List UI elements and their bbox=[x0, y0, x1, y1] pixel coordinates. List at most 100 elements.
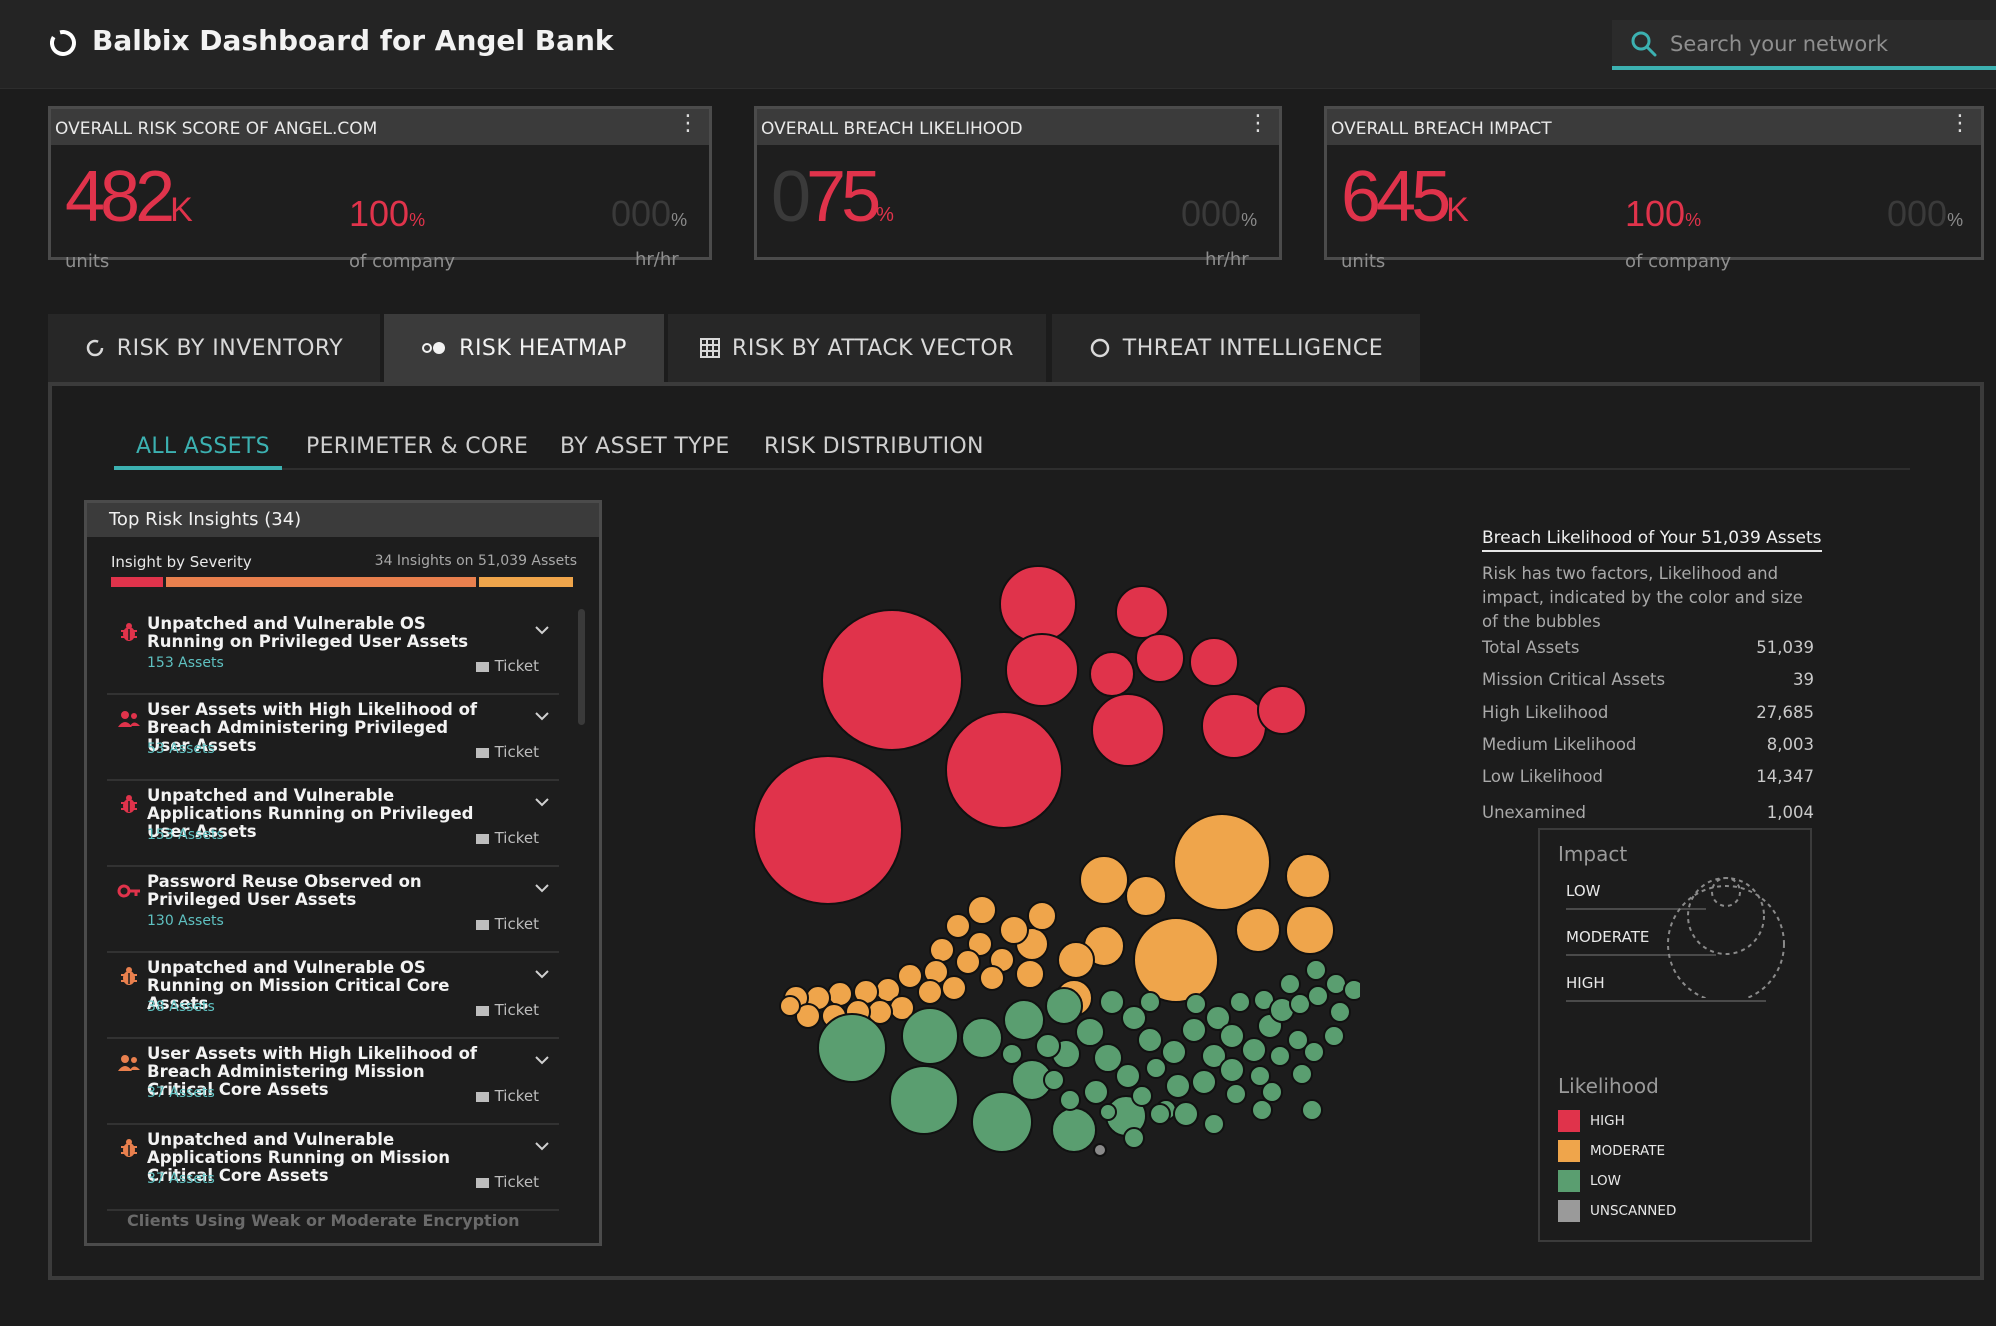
bubble-low[interactable] bbox=[1307, 985, 1329, 1007]
bubble-low[interactable] bbox=[1115, 1063, 1141, 1089]
bubble-low[interactable] bbox=[889, 1065, 959, 1135]
bubble-low[interactable] bbox=[961, 1017, 1003, 1059]
insight-item[interactable]: Password Reuse Observed on Privileged Us… bbox=[107, 867, 559, 953]
subtab-perimeter-core[interactable]: PERIMETER & CORE bbox=[306, 434, 529, 459]
bubble-low[interactable] bbox=[817, 1013, 887, 1083]
bubble-low[interactable] bbox=[1301, 1099, 1323, 1121]
chevron-down-icon[interactable] bbox=[533, 1051, 551, 1069]
bubble-low[interactable] bbox=[1329, 1001, 1351, 1023]
subtab-all-assets[interactable]: ALL ASSETS bbox=[136, 434, 270, 459]
bubble-low[interactable] bbox=[1093, 1043, 1123, 1073]
bubble-high[interactable] bbox=[1005, 633, 1079, 707]
bubble-low[interactable] bbox=[1287, 1029, 1309, 1051]
bubble-moderate[interactable] bbox=[979, 965, 1005, 991]
bubble-low[interactable] bbox=[1343, 979, 1360, 1001]
bubble-moderate[interactable] bbox=[1285, 853, 1331, 899]
bubble-high[interactable] bbox=[1115, 585, 1169, 639]
bubble-high[interactable] bbox=[753, 755, 903, 905]
ticket-button[interactable]: Ticket bbox=[475, 915, 539, 933]
ticket-button[interactable]: Ticket bbox=[475, 1001, 539, 1019]
insight-item[interactable]: User Assets with High Likelihood of Brea… bbox=[107, 695, 559, 781]
insights-scrollbar[interactable] bbox=[578, 609, 585, 725]
bubble-low[interactable] bbox=[1149, 1103, 1171, 1125]
breach-likelihood-title[interactable]: Breach Likelihood of Your 51,039 Assets bbox=[1482, 528, 1822, 552]
ticket-button[interactable]: Ticket bbox=[475, 1087, 539, 1105]
bubble-high[interactable] bbox=[1257, 685, 1307, 735]
bubble-low[interactable] bbox=[1099, 989, 1125, 1015]
bubble-moderate[interactable] bbox=[941, 975, 967, 1001]
bubble-low[interactable] bbox=[1099, 1103, 1117, 1121]
tab-risk-heatmap[interactable]: RISK HEATMAP bbox=[384, 314, 664, 382]
bubble-moderate[interactable] bbox=[967, 895, 997, 925]
insight-asset-count[interactable]: 38 Assets bbox=[147, 999, 215, 1015]
bubble-low[interactable] bbox=[1219, 1057, 1245, 1083]
chevron-down-icon[interactable] bbox=[533, 1137, 551, 1155]
insight-asset-count[interactable]: 153 Assets bbox=[147, 827, 224, 843]
bubble-high[interactable] bbox=[945, 711, 1063, 829]
bubble-low[interactable] bbox=[1205, 1005, 1231, 1031]
bubble-moderate[interactable] bbox=[1133, 917, 1219, 1003]
bubble-low[interactable] bbox=[1131, 1085, 1153, 1107]
bubble-low[interactable] bbox=[1325, 973, 1347, 995]
bubble-low[interactable] bbox=[1323, 1025, 1345, 1047]
bubble-low[interactable] bbox=[1225, 1083, 1247, 1105]
insight-asset-count[interactable]: 53 Assets bbox=[147, 741, 215, 757]
bubble-low[interactable] bbox=[1123, 1127, 1145, 1149]
insight-asset-count[interactable]: 153 Assets bbox=[147, 655, 224, 671]
bubble-high[interactable] bbox=[1089, 651, 1135, 697]
search-box[interactable] bbox=[1612, 20, 1996, 70]
bubble-low[interactable] bbox=[1145, 1057, 1167, 1079]
bubble-low[interactable] bbox=[1083, 1079, 1109, 1105]
bubble-low[interactable] bbox=[1059, 1089, 1081, 1111]
bubble-moderate[interactable] bbox=[945, 913, 971, 939]
bubble-low[interactable] bbox=[1303, 1041, 1325, 1063]
bubble-low[interactable] bbox=[1305, 959, 1327, 981]
subtab-by-asset-type[interactable]: BY ASSET TYPE bbox=[560, 434, 730, 459]
bubble-low[interactable] bbox=[1161, 1039, 1187, 1065]
chevron-down-icon[interactable] bbox=[533, 793, 551, 811]
bubble-low[interactable] bbox=[1269, 1045, 1291, 1067]
bubble-high[interactable] bbox=[999, 565, 1077, 643]
bubble-moderate[interactable] bbox=[1285, 905, 1335, 955]
chevron-down-icon[interactable] bbox=[533, 707, 551, 725]
ticket-button[interactable]: Ticket bbox=[475, 657, 539, 675]
insight-asset-count[interactable]: 37 Assets bbox=[147, 1171, 215, 1187]
bubble-low[interactable] bbox=[1035, 1033, 1061, 1059]
bubble-moderate[interactable] bbox=[1027, 901, 1057, 931]
bubble-high[interactable] bbox=[1135, 633, 1185, 683]
bubble-low[interactable] bbox=[1191, 1069, 1217, 1095]
bubble-low[interactable] bbox=[1051, 1107, 1097, 1153]
bubble-low[interactable] bbox=[1229, 991, 1251, 1013]
bubble-moderate[interactable] bbox=[1173, 813, 1271, 911]
bubble-moderate[interactable] bbox=[929, 937, 955, 963]
insight-item[interactable]: Unpatched and Vulnerable OS Running on P… bbox=[107, 609, 559, 695]
kebab-menu-icon[interactable]: ⋮ bbox=[1949, 111, 1971, 136]
bubble-moderate[interactable] bbox=[1235, 907, 1281, 953]
bubble-low[interactable] bbox=[1045, 987, 1083, 1025]
bubble-low[interactable] bbox=[971, 1091, 1033, 1153]
bubble-low[interactable] bbox=[1075, 1017, 1105, 1047]
bubble-high[interactable] bbox=[1091, 693, 1165, 767]
bubble-moderate[interactable] bbox=[897, 963, 923, 989]
bubble-low[interactable] bbox=[1043, 1069, 1065, 1091]
insight-item[interactable]: Unpatched and Vulnerable Applications Ru… bbox=[107, 781, 559, 867]
bubble-high[interactable] bbox=[1189, 637, 1239, 687]
subtab-risk-distribution[interactable]: RISK DISTRIBUTION bbox=[764, 434, 984, 459]
kebab-menu-icon[interactable]: ⋮ bbox=[677, 111, 699, 136]
ticket-button[interactable]: Ticket bbox=[475, 1173, 539, 1191]
bubble-low[interactable] bbox=[1173, 1101, 1199, 1127]
bubble-moderate[interactable] bbox=[795, 1003, 821, 1029]
bubble-moderate[interactable] bbox=[999, 915, 1029, 945]
ticket-button[interactable]: Ticket bbox=[475, 743, 539, 761]
bubble-low[interactable] bbox=[1261, 1081, 1283, 1103]
bubble-low[interactable] bbox=[1001, 1043, 1023, 1065]
bubble-low[interactable] bbox=[1121, 1005, 1147, 1031]
bubble-high[interactable] bbox=[1201, 693, 1267, 759]
bubble-unscanned[interactable] bbox=[1093, 1143, 1107, 1157]
bubble-moderate[interactable] bbox=[827, 981, 853, 1007]
bubble-low[interactable] bbox=[1219, 1023, 1245, 1049]
tab-threat-intelligence[interactable]: THREAT INTELLIGENCE bbox=[1052, 314, 1420, 382]
bubble-low[interactable] bbox=[1251, 1099, 1273, 1121]
bubble-moderate[interactable] bbox=[1125, 875, 1167, 917]
bubble-low[interactable] bbox=[1203, 1113, 1225, 1135]
